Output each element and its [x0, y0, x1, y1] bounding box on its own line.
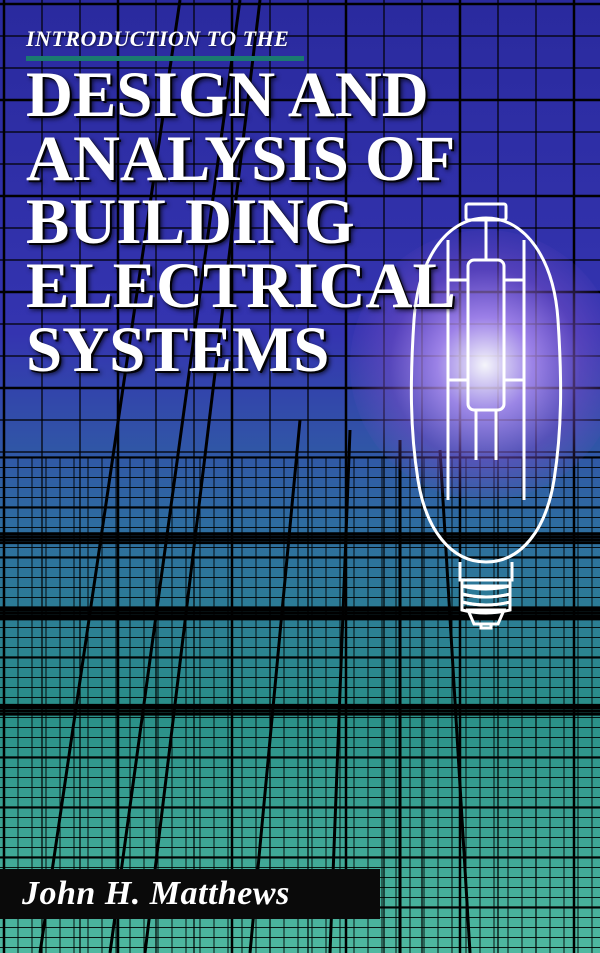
title-line-3: BUILDING [26, 191, 570, 255]
title-line-5: SYSTEMS [26, 319, 570, 383]
main-title: DESIGN AND ANALYSIS OF BUILDING ELECTRIC… [26, 64, 570, 382]
title-line-2: ANALYSIS OF [26, 128, 570, 192]
supertitle: INTRODUCTION TO THE [26, 26, 289, 52]
title-line-4: ELECTRICAL [26, 255, 570, 319]
author-bar: John H. Matthews [0, 869, 380, 919]
author-name: John H. Matthews [22, 875, 290, 913]
supertitle-text: INTRODUCTION TO THE [26, 26, 289, 51]
book-cover: INTRODUCTION TO THE DESIGN AND ANALYSIS … [0, 0, 600, 953]
title-line-1: DESIGN AND [26, 64, 570, 128]
